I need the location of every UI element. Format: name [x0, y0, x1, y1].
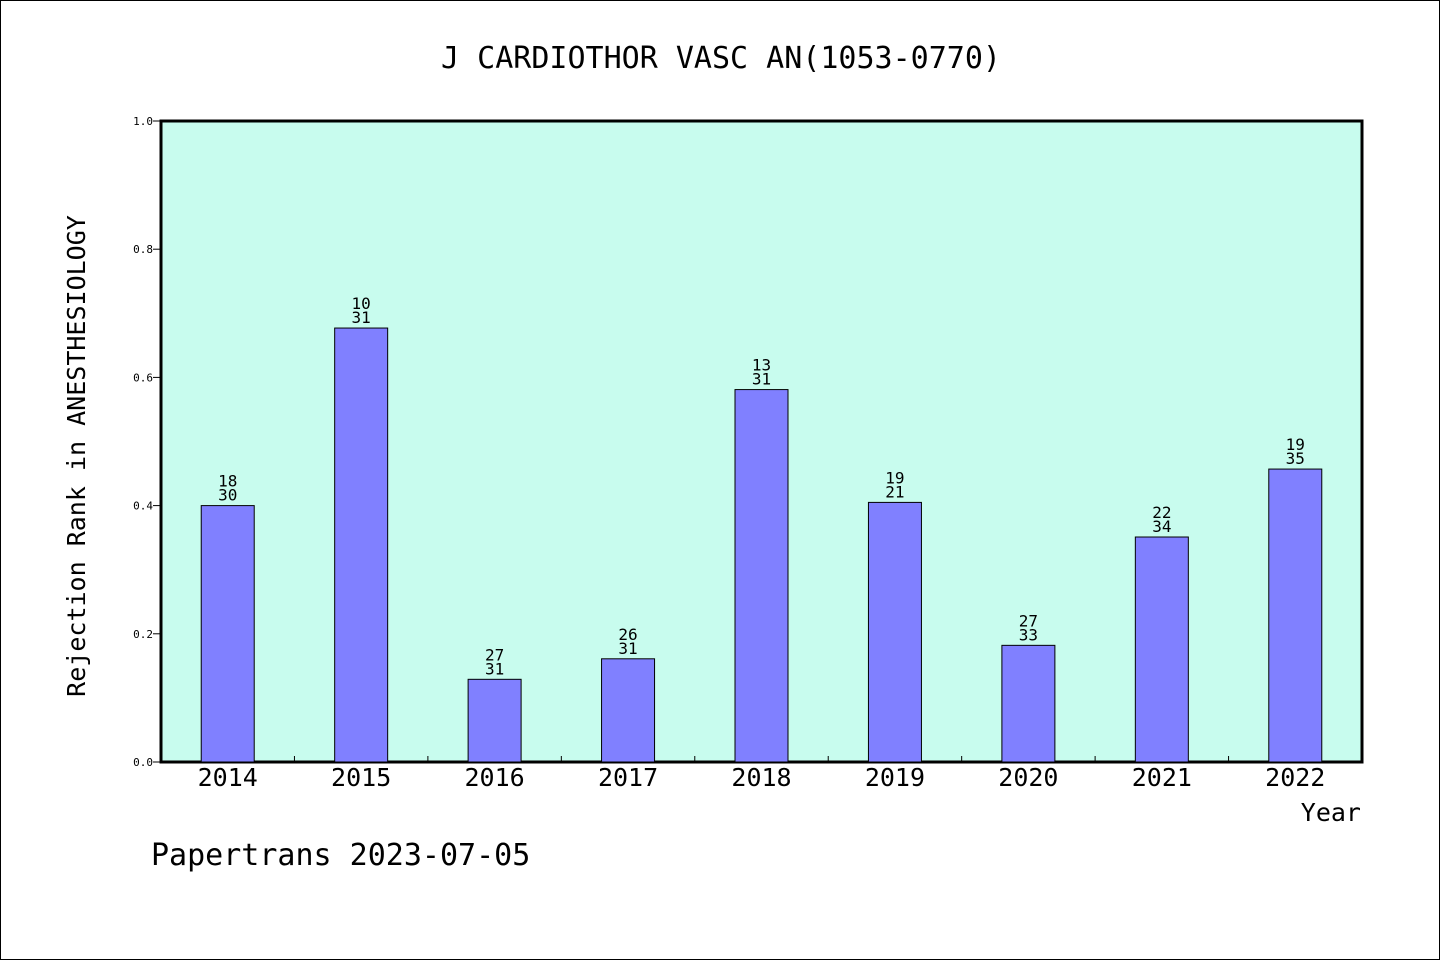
bar [467, 678, 522, 763]
bar-label-bottom: 34 [1152, 517, 1171, 536]
y-axis-ticks: 0.0 0.2 0.4 0.6 0.8 1.0 [133, 115, 161, 769]
bar [601, 658, 656, 763]
y-axis-label: Rejection Rank in ANESTHESIOLOGY [62, 215, 91, 697]
bar-label-top: 13 [752, 356, 771, 375]
y-tick-label: 0.6 [133, 371, 153, 384]
bar-label-bottom: 31 [618, 639, 637, 658]
bar [334, 327, 389, 763]
bar-label-bottom: 30 [218, 486, 237, 505]
bar [867, 501, 922, 763]
y-tick-label: 0.0 [133, 756, 153, 769]
x-axis-label: Year [1301, 798, 1361, 827]
chart-title: J CARDIOTHOR VASC AN(1053-0770) [441, 41, 1001, 76]
x-tick-label: 2021 [1132, 763, 1192, 792]
x-tick-label: 2020 [998, 763, 1058, 792]
bar-label-bottom: 31 [752, 370, 771, 389]
bar-label-bottom: 33 [1019, 625, 1038, 644]
x-tick-label: 2018 [731, 763, 791, 792]
x-tick-label: 2016 [465, 763, 525, 792]
x-axis-ticks [293, 756, 1230, 762]
bar-label-bottom: 31 [352, 308, 371, 327]
bar [1001, 644, 1056, 763]
x-tick-label: 2015 [331, 763, 391, 792]
x-tick-label: 2022 [1265, 763, 1325, 792]
y-tick-label: 0.2 [133, 628, 153, 641]
bar-label-top: 27 [485, 645, 504, 664]
x-tick-label: 2019 [865, 763, 925, 792]
bar-label-bottom: 35 [1286, 449, 1305, 468]
bar-label-bottom: 31 [485, 659, 504, 678]
bar-label-bottom: 21 [885, 482, 904, 501]
bar [734, 389, 789, 763]
bar-label-top: 10 [352, 294, 371, 313]
bar-label-top: 19 [1286, 435, 1305, 454]
x-tick-label: 2014 [198, 763, 258, 792]
y-tick-label: 1.0 [133, 115, 153, 128]
bars [200, 327, 1323, 763]
bar-label-top: 18 [218, 472, 237, 491]
bar-label-top: 19 [885, 468, 904, 487]
bar [1268, 468, 1323, 763]
x-tick-label: 2017 [598, 763, 658, 792]
bar [200, 505, 255, 763]
y-tick-label: 0.4 [133, 500, 153, 513]
x-tick-labels: 2014 2015 2016 2017 2018 2019 2020 2021 2022 [198, 763, 1326, 792]
bar-label-top: 26 [618, 625, 637, 644]
bar-label-top: 27 [1019, 611, 1038, 630]
footer-credit: Papertrans 2023-07-05 [151, 838, 530, 873]
y-tick-label: 0.8 [133, 243, 153, 256]
bar [1134, 536, 1189, 763]
bar-label-top: 22 [1152, 503, 1171, 522]
